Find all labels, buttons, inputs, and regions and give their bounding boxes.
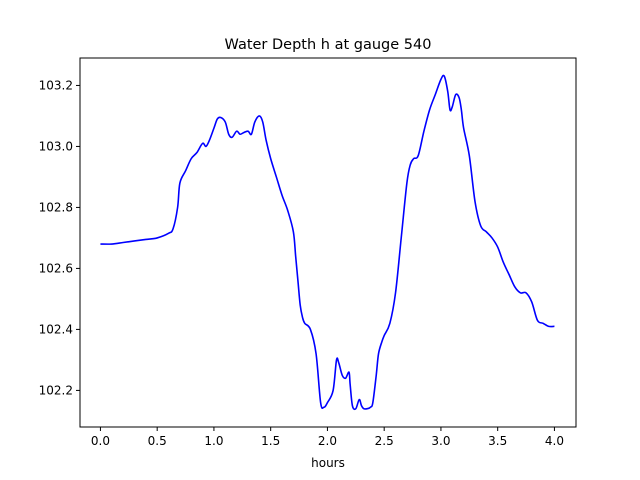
x-tick-label: 0.5 <box>148 434 167 448</box>
y-tick-label: 102.2 <box>39 383 73 397</box>
x-axis-label: hours <box>311 456 345 470</box>
x-tick-label: 3.5 <box>488 434 507 448</box>
y-tick-label: 103.0 <box>39 139 73 153</box>
y-axis: 102.2 102.4 102.6 102.8 103.0 103.2 <box>39 78 80 397</box>
x-tick-label: 2.0 <box>318 434 337 448</box>
y-tick-label: 102.8 <box>39 200 73 214</box>
x-tick-label: 1.0 <box>204 434 223 448</box>
plot-frame <box>79 57 577 428</box>
y-tick-label: 103.2 <box>39 78 73 92</box>
x-axis: 0.0 0.5 1.0 1.5 2.0 2.5 3.0 3.5 4.0 <box>91 427 564 448</box>
x-tick-label: 0.0 <box>91 434 110 448</box>
y-tick-label: 102.4 <box>39 322 73 336</box>
plot-layer <box>100 74 555 411</box>
x-tick-label: 1.5 <box>261 434 280 448</box>
x-tick-label: 3.0 <box>431 434 450 448</box>
x-tick-label: 2.5 <box>375 434 394 448</box>
series-line <box>100 74 555 411</box>
x-tick-label: 4.0 <box>545 434 564 448</box>
chart-title: Water Depth h at gauge 540 <box>225 37 432 53</box>
y-tick-label: 102.6 <box>39 261 73 275</box>
